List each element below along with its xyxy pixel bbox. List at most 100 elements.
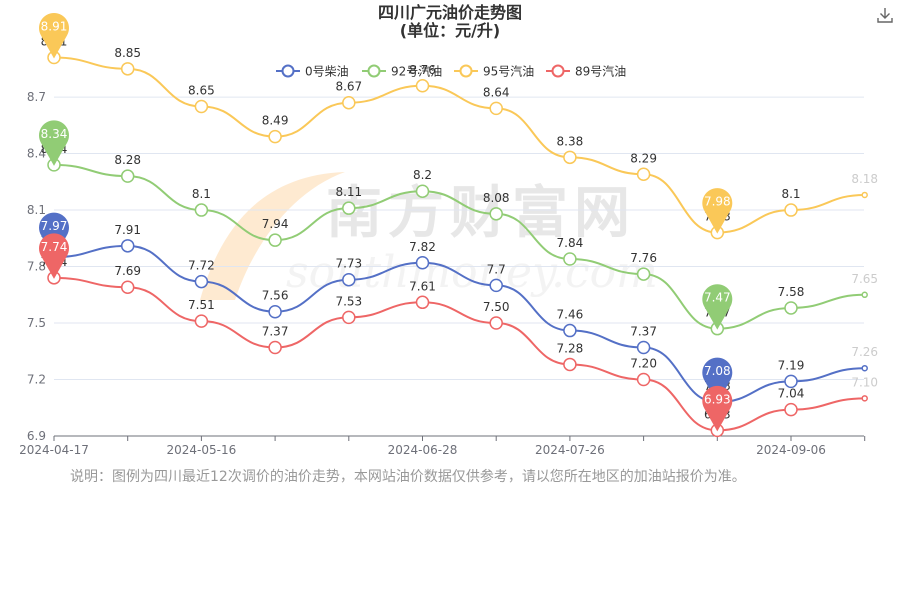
x-tick-label: 2024-04-17: [19, 443, 89, 457]
footnote: 说明：图例为四川最近12次调价的油价走势，本网站油价数据仅供参考，请以您所在地区…: [70, 469, 746, 485]
y-tick-label: 8.1: [27, 203, 46, 217]
data-point[interactable]: [489, 278, 503, 293]
data-point[interactable]: [415, 79, 430, 93]
data-point[interactable]: [194, 99, 209, 114]
data-point[interactable]: [120, 239, 135, 253]
watermark: 南方财富网 southmoney.com: [200, 172, 658, 300]
data-point[interactable]: [120, 280, 135, 294]
data-point[interactable]: [563, 357, 577, 372]
legend-label: 89号汽油: [575, 64, 626, 79]
data-point[interactable]: [194, 274, 209, 289]
y-tick-label: 8.4: [27, 147, 46, 161]
data-label: 7.91: [114, 223, 141, 237]
data-label: 7.82: [409, 240, 436, 254]
legend-label: 0号柴油: [305, 65, 349, 79]
legend-item[interactable]: 0号柴油: [276, 64, 349, 79]
data-point[interactable]: [120, 169, 135, 183]
pin-label: 7.97: [41, 219, 68, 233]
max-min-pin: 7.98: [702, 188, 733, 234]
data-label: 7.61: [409, 279, 436, 293]
data-label: 7.56: [262, 289, 289, 303]
data-label: 7.04: [778, 387, 805, 401]
data-point[interactable]: [268, 129, 282, 144]
data-label: 7.69: [114, 264, 141, 278]
data-point[interactable]: [563, 323, 577, 338]
data-point[interactable]: [784, 402, 798, 417]
legend-marker: [459, 64, 473, 78]
data-point[interactable]: [861, 395, 868, 402]
legend-item[interactable]: 89号汽油: [546, 64, 626, 79]
data-label: 8.08: [483, 191, 510, 205]
x-tick-label: 2024-05-16: [167, 443, 237, 457]
data-point[interactable]: [784, 374, 798, 389]
y-tick-label: 7.2: [27, 373, 46, 387]
chart-subtitle: (单位：元/升): [399, 21, 501, 40]
data-label: 7.65: [851, 272, 878, 286]
max-min-pin: 7.47: [702, 284, 733, 330]
legend: 0号柴油 92号汽油 95号汽油 89号汽油: [276, 64, 626, 79]
data-label: 8.67: [335, 80, 362, 94]
data-label: 7.20: [630, 357, 657, 371]
pin-label: 7.08: [704, 364, 731, 378]
data-point[interactable]: [268, 304, 282, 319]
data-point[interactable]: [636, 372, 651, 387]
data-point[interactable]: [636, 167, 651, 182]
y-tick-label: 8.7: [27, 90, 46, 104]
data-label: 8.76: [409, 63, 436, 77]
legend-item[interactable]: 95号汽油: [454, 64, 534, 79]
data-point[interactable]: [415, 184, 430, 198]
data-point[interactable]: [120, 62, 135, 76]
data-point[interactable]: [489, 316, 503, 330]
data-point[interactable]: [489, 101, 503, 116]
data-point[interactable]: [861, 291, 868, 299]
y-tick-label: 7.5: [27, 316, 46, 330]
data-point[interactable]: [342, 272, 356, 287]
data-point[interactable]: [415, 256, 430, 270]
data-point[interactable]: [636, 340, 651, 355]
watermark-subtext: southmoney.com: [286, 247, 658, 298]
max-min-pin: 8.91: [39, 13, 70, 59]
data-point[interactable]: [563, 252, 577, 266]
data-point[interactable]: [415, 295, 430, 310]
data-point[interactable]: [861, 191, 868, 199]
data-point[interactable]: [268, 340, 282, 355]
data-label: 8.29: [630, 151, 657, 165]
data-point[interactable]: [342, 310, 356, 325]
data-label: 7.37: [630, 325, 657, 339]
data-label: 8.1: [192, 187, 211, 201]
data-point[interactable]: [784, 203, 798, 217]
y-tick-label: 6.9: [27, 429, 46, 443]
data-label: 8.49: [262, 114, 289, 128]
data-label: 7.37: [262, 325, 289, 339]
data-point[interactable]: [489, 207, 503, 221]
download-icon[interactable]: [876, 6, 894, 24]
pin-label: 7.74: [41, 240, 68, 254]
max-min-pin: 6.93: [702, 385, 733, 432]
pin-label: 8.91: [41, 20, 68, 34]
data-label: 8.18: [851, 172, 878, 186]
data-point[interactable]: [636, 267, 651, 281]
data-point[interactable]: [563, 150, 577, 165]
chart-title: 四川广元油价走势图: [377, 3, 522, 22]
max-min-pin: 7.08: [702, 357, 733, 404]
data-label: 8.11: [335, 185, 362, 199]
x-tick-label: 2024-09-06: [756, 443, 826, 457]
y-tick-label: 7.8: [27, 260, 46, 274]
legend-marker: [367, 64, 381, 78]
data-point[interactable]: [194, 314, 209, 328]
data-point[interactable]: [784, 301, 798, 315]
data-point[interactable]: [861, 364, 868, 372]
data-point[interactable]: [268, 233, 282, 247]
data-point[interactable]: [342, 201, 356, 215]
data-label: 7.76: [630, 251, 657, 265]
data-label: 8.28: [114, 153, 141, 167]
legend-marker: [281, 64, 295, 78]
legend-item[interactable]: 92号汽油: [362, 64, 442, 79]
data-point[interactable]: [342, 95, 356, 110]
data-label: 7.19: [778, 358, 805, 372]
data-label: 8.85: [114, 46, 141, 60]
data-label: 8.64: [483, 85, 510, 99]
x-tick-label: 2024-06-28: [388, 443, 458, 457]
data-point[interactable]: [194, 203, 209, 217]
data-label: 7.73: [335, 257, 362, 271]
